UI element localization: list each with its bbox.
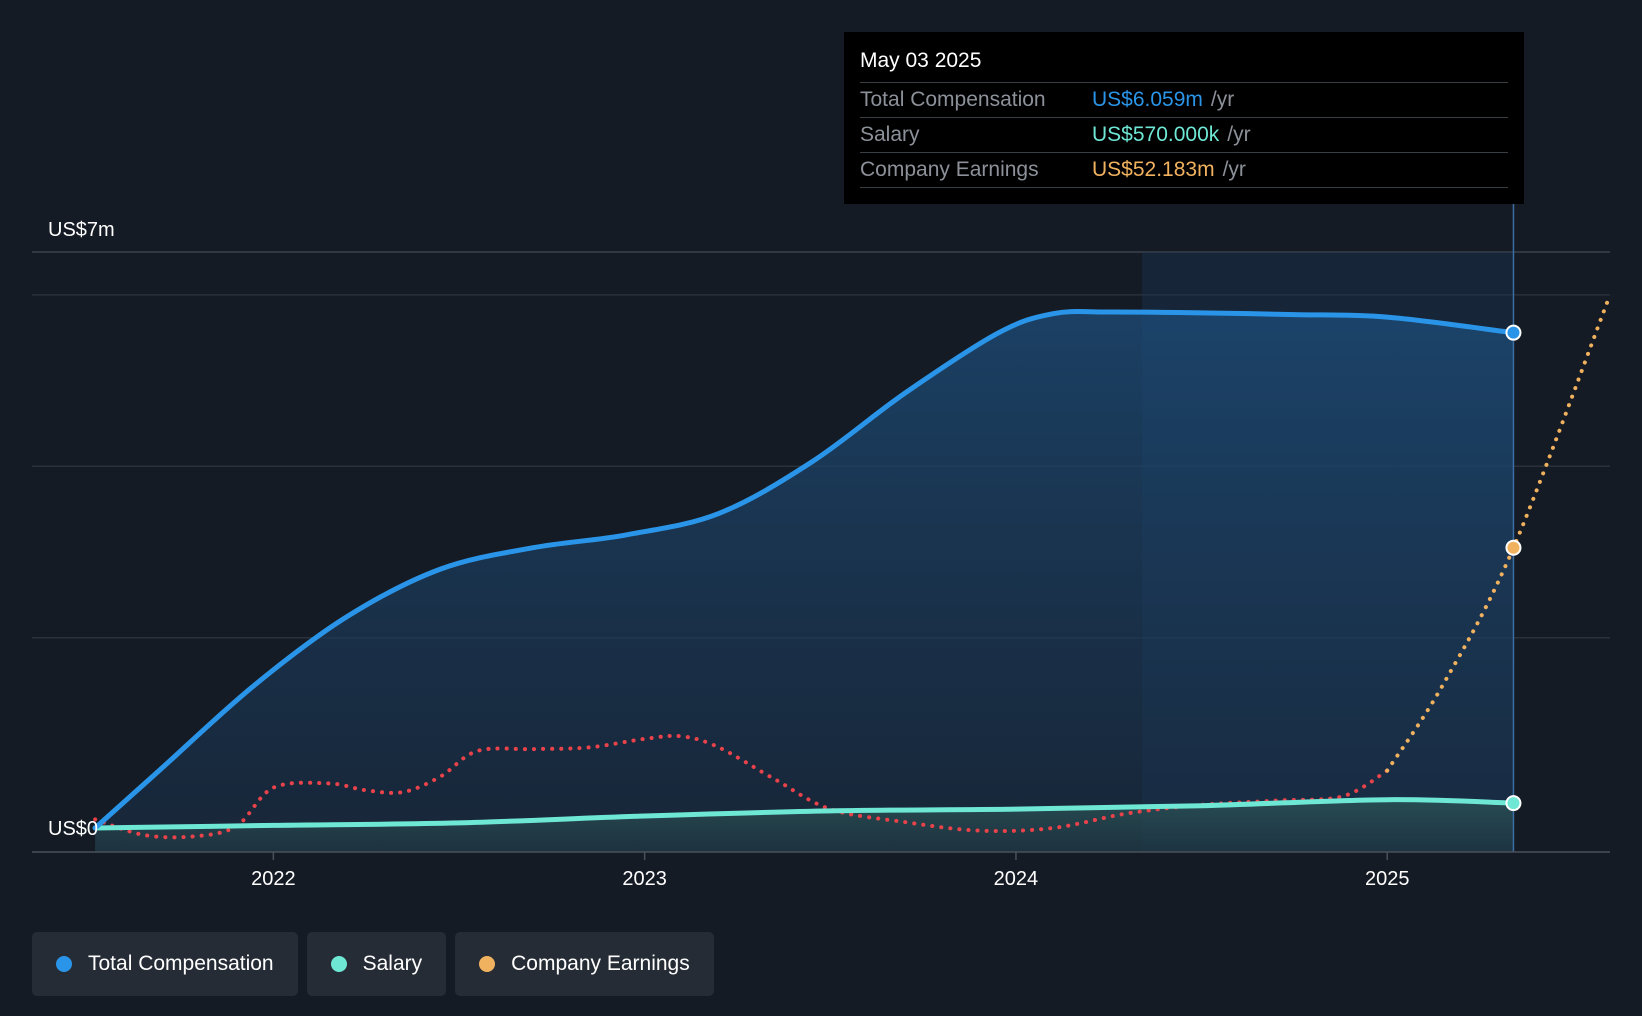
marker-salary (1505, 795, 1522, 812)
salary-line (92, 797, 1516, 831)
marker-total-compensation (1505, 324, 1522, 341)
legend-item-total-compensation[interactable]: Total Compensation (32, 932, 298, 996)
tooltip-unit: /yr (1222, 158, 1246, 181)
tooltip-unit: /yr (1210, 88, 1235, 111)
salary-area (95, 799, 1514, 852)
legend-item-salary[interactable]: Salary (306, 932, 447, 996)
y-axis-min-label: US$0 (48, 818, 98, 840)
x-tick-label: 2025 (1365, 868, 1410, 890)
legend-label: Total Compensation (88, 952, 274, 975)
legend-dot-icon (330, 956, 347, 972)
x-tick-label: 2023 (622, 868, 667, 890)
total-compensation-area (95, 311, 1514, 852)
legend-dot-icon (479, 956, 496, 972)
tooltip-value: US$570.000k (1092, 123, 1220, 146)
axes: 2022 2023 2024 2025 (32, 851, 1610, 890)
markers (1505, 324, 1522, 812)
legend-label: Salary (362, 952, 423, 975)
tooltip: May 03 2025 Total Compensation US$6.059m… (844, 32, 1524, 204)
tooltip-row-total-compensation: Total Compensation US$6.059m /yr (860, 82, 1508, 117)
legend-label: Company Earnings (511, 952, 690, 975)
tooltip-label: Company Earnings (860, 158, 1039, 181)
company-earnings-line (93, 292, 1612, 840)
x-tick-label: 2024 (994, 868, 1039, 890)
company-earnings-positive-line (1385, 292, 1612, 773)
legend: Total Compensation Salary Company Earnin… (32, 932, 714, 996)
legend-item-company-earnings[interactable]: Company Earnings (455, 932, 714, 996)
tooltip-label: Total Compensation (860, 88, 1046, 111)
tooltip-row-company-earnings: Company Earnings US$52.183m /yr (860, 152, 1508, 188)
tooltip-label: Salary (860, 123, 920, 146)
company-earnings-negative-line (93, 733, 1390, 840)
legend-dot-icon (56, 956, 72, 972)
tooltip-unit: /yr (1227, 123, 1251, 146)
tooltip-date: May 03 2025 (860, 49, 982, 72)
tooltip-value: US$6.059m (1092, 88, 1203, 111)
x-tick-label: 2022 (251, 868, 296, 890)
total-compensation-line (92, 309, 1516, 831)
tooltip-value: US$52.183m (1092, 158, 1215, 181)
marker-company-earnings (1505, 539, 1522, 556)
tooltip-row-salary: Salary US$570.000k /yr (860, 117, 1508, 152)
y-axis-max-label: US$7m (48, 219, 115, 241)
